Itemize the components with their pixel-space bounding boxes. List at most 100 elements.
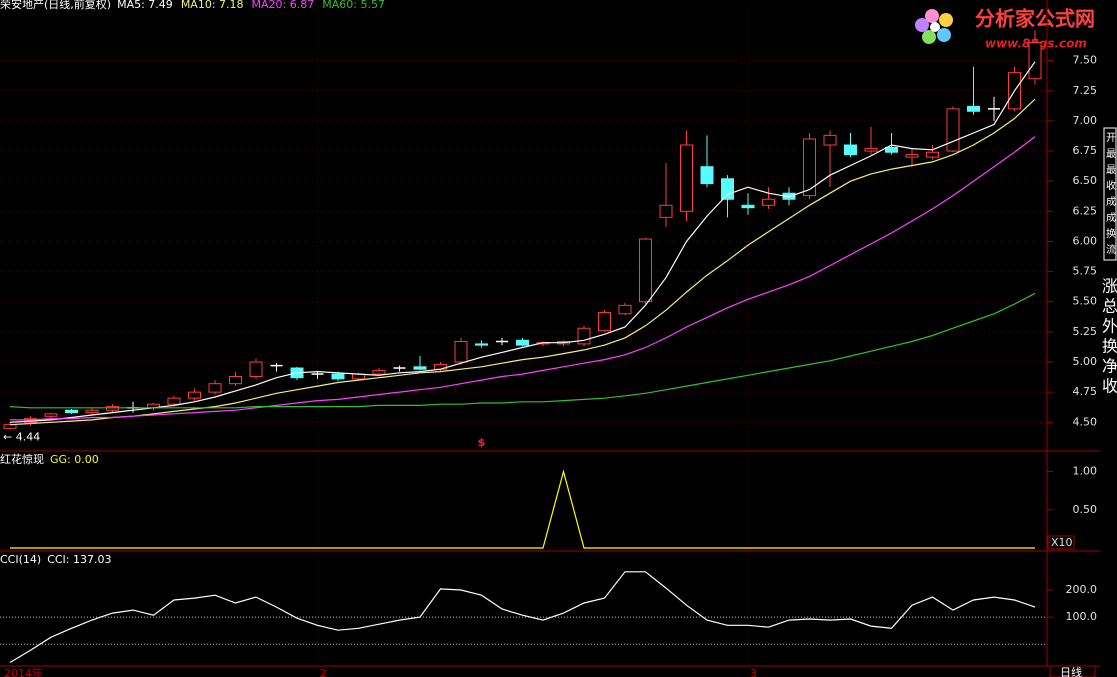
logo-petal [922,30,936,44]
x-tick-label: 3 [750,667,757,677]
y-tick-label: 0.50 [1073,503,1098,516]
legend-entry: MA20: 6.87 [252,0,315,11]
scale-label: X10 [1051,536,1073,549]
candle-body [372,369,386,375]
panel-title: 荣安地产(日线,前复权) [0,0,111,11]
scale-box [1047,535,1075,550]
y-tick-label: 100.0 [1066,610,1098,623]
panel-title: CCI(14) [0,553,41,566]
side-panel-label: 开 [1106,133,1116,144]
side-panel-label: 外 [1102,317,1117,336]
side-panel-label: 收 [1102,377,1117,396]
y-tick-label: 7.00 [1073,114,1098,127]
y-tick-label: 4.75 [1073,385,1098,398]
candle-body [167,397,181,405]
watermark-title: 分析家公式网 [975,7,1095,31]
candle-body [967,105,980,112]
candle-body [65,409,78,414]
candle-body [844,144,857,156]
side-panel-label: 最 [1106,148,1116,160]
y-tick-label: 7.25 [1073,84,1098,97]
series-line [9,292,1036,409]
logo-petal [925,9,939,23]
candle-body [331,373,345,380]
candle-body [639,238,652,303]
side-panel-label: 最 [1106,164,1116,176]
candle-body [926,151,939,158]
candle-body [454,341,468,363]
candle-body [618,304,632,315]
legend-entry: CCI: 137.03 [47,553,111,566]
side-box [1103,127,1117,261]
legend-entry: MA10: 7.18 [181,0,244,11]
logo-center [930,22,940,32]
candle-body [413,366,427,370]
candle-body [700,166,714,185]
side-panel-label: 总 [1102,297,1117,316]
side-panel-label: 流 [1106,243,1116,256]
y-tick-label: 200.0 [1066,583,1098,596]
series-line [9,571,1036,664]
candle-body [475,343,488,346]
candle-body [680,144,693,212]
y-tick-label: 6.25 [1073,204,1098,217]
logo-petal [937,28,951,42]
y-tick-label: 4.50 [1073,415,1098,428]
side-panel-label: 涨 [1102,277,1117,296]
series-line [10,136,1036,421]
candle-body [762,198,775,206]
candle-body [905,154,919,158]
y-tick-label: 5.00 [1073,355,1098,368]
y-tick-label: 5.50 [1073,295,1098,308]
y-tick-label: 6.75 [1073,144,1098,157]
legend-entry: MA5: 7.49 [117,0,173,11]
candle-body [85,409,99,414]
candle-body [44,413,58,417]
logo-petal [915,18,929,32]
series-line [9,98,1036,426]
y-tick-label: 7.50 [1073,54,1098,67]
logo-petal [939,13,953,27]
candle-body [3,424,17,429]
y-tick-label: 5.25 [1073,325,1098,338]
candle-body [864,148,878,152]
candle-body [946,108,960,152]
side-panel [1103,127,1117,261]
legend-entry: GG: 0.00 [50,453,99,466]
y-tick-label: 6.50 [1073,174,1098,187]
y-tick-label: 6.00 [1073,234,1098,247]
period-label: 日线 [1060,665,1082,677]
signal-marker: $ [478,436,486,449]
candle-body [1028,42,1042,80]
candle-body [208,383,222,393]
side-panel-label: 换 [1102,337,1117,356]
candle-body [106,406,119,411]
candle-body [823,134,837,146]
side-panel-label: 净 [1102,357,1117,376]
candle-body [516,339,529,346]
panel-title: 红花惊现 [0,452,44,466]
candle-body [741,204,755,209]
series-line [10,469,1035,549]
candle-body [803,138,816,197]
y-tick-label: 1.00 [1073,465,1098,478]
side-panel-label: 成 [1106,212,1116,224]
side-panel-label: 收 [1106,179,1116,192]
legend-entry: MA60: 5.57 [322,0,385,11]
candle-body [577,327,591,345]
candle-body [885,146,898,153]
candle-body [659,204,673,218]
x-tick-label: 2 [320,667,327,677]
side-panel-label: 成 [1106,196,1116,208]
series-line [9,61,1036,423]
candle-body [229,375,242,385]
low-annotation: ← 4.44 [3,431,40,444]
x-tick-label: 2014年 [4,666,43,677]
candle-body [721,178,734,200]
candle-body [188,391,201,399]
side-panel-label: 换 [1106,227,1116,240]
candle-body [598,312,611,332]
